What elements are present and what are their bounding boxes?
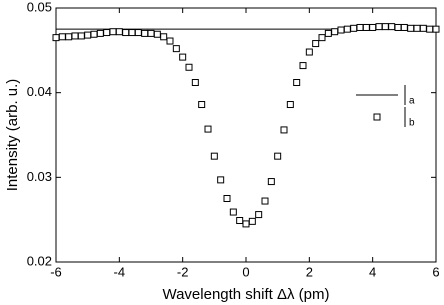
marker — [356, 23, 364, 31]
marker — [350, 24, 358, 32]
marker — [229, 208, 237, 216]
marker — [419, 24, 427, 32]
marker — [400, 23, 408, 31]
x-tick-label: -4 — [114, 264, 126, 279]
marker — [337, 26, 345, 34]
x-axis-title: Wavelength shift Δλ (pm) — [162, 286, 329, 303]
marker — [103, 29, 111, 37]
marker — [242, 220, 250, 228]
marker — [343, 25, 351, 33]
y-tick-label: 0.02 — [27, 253, 52, 268]
marker — [179, 53, 187, 61]
marker — [432, 25, 440, 33]
marker — [426, 25, 434, 33]
marker — [166, 37, 174, 45]
x-tick-label: 2 — [306, 264, 313, 279]
marker — [407, 24, 415, 32]
marker — [248, 217, 256, 225]
marker — [109, 28, 117, 36]
marker — [381, 23, 389, 31]
y-tick-label: 0.04 — [27, 84, 52, 99]
y-tick-label: 0.03 — [27, 169, 52, 184]
marker — [147, 29, 155, 37]
marker — [305, 48, 313, 56]
marker — [331, 28, 339, 36]
x-tick-label: -6 — [50, 264, 62, 279]
marker — [185, 63, 193, 71]
marker — [286, 101, 294, 109]
y-axis-title: Intensity (arb. u.) — [4, 79, 21, 192]
x-tick-label: 6 — [432, 264, 439, 279]
marker — [274, 152, 282, 160]
marker — [324, 29, 332, 37]
marker — [318, 34, 326, 42]
marker — [217, 176, 225, 184]
marker — [293, 79, 301, 87]
marker — [122, 29, 130, 37]
marker — [369, 23, 377, 31]
marker — [141, 29, 149, 37]
legend-label: a — [409, 96, 415, 107]
marker — [223, 195, 231, 202]
marker — [394, 23, 402, 31]
marker — [90, 30, 98, 38]
marker — [172, 45, 180, 53]
marker — [388, 23, 396, 31]
marker — [198, 101, 206, 109]
marker — [413, 24, 421, 32]
marker — [134, 29, 142, 37]
marker — [204, 125, 212, 133]
marker — [52, 34, 60, 42]
marker — [115, 28, 123, 36]
marker — [236, 217, 244, 225]
marker — [128, 29, 136, 37]
marker — [299, 62, 307, 70]
marker — [153, 30, 161, 38]
marker — [255, 211, 263, 219]
x-tick-label: 4 — [369, 264, 376, 279]
marker — [58, 33, 66, 41]
marker — [362, 23, 370, 31]
marker — [261, 197, 269, 205]
marker — [375, 23, 383, 31]
marker — [77, 32, 85, 40]
marker — [71, 32, 79, 40]
marker — [160, 33, 168, 41]
marker — [312, 40, 320, 48]
marker — [191, 79, 199, 87]
marker — [280, 126, 288, 134]
marker — [84, 31, 92, 39]
marker — [267, 178, 275, 186]
marker — [96, 29, 104, 37]
legend-label: b — [409, 118, 415, 129]
marker — [210, 152, 218, 160]
y-tick-label: 0.05 — [27, 0, 52, 14]
x-tick-label: 0 — [242, 264, 249, 279]
marker — [65, 33, 73, 41]
legend-marker — [373, 113, 381, 121]
x-tick-label: -2 — [177, 264, 189, 279]
